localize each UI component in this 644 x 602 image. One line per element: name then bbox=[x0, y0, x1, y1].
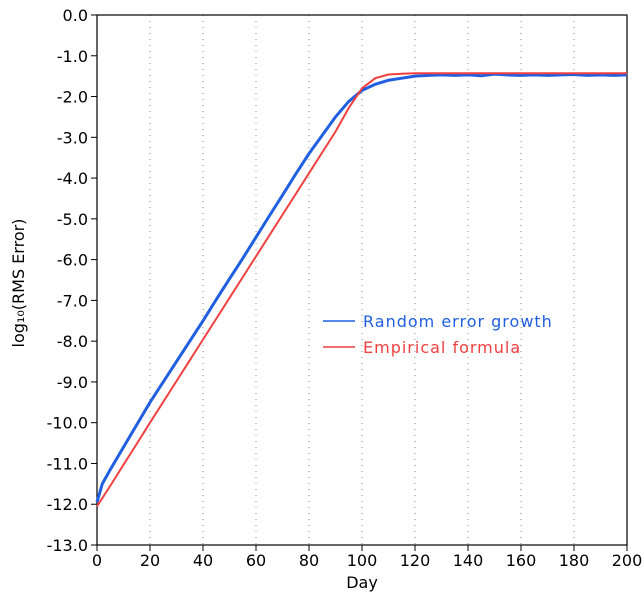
y-tick-label: -13.0 bbox=[47, 536, 88, 555]
x-tick-label: 180 bbox=[559, 551, 590, 570]
x-tick-label: 80 bbox=[299, 551, 319, 570]
x-tick-label: 40 bbox=[193, 551, 213, 570]
series-line bbox=[95, 72, 628, 503]
series-line bbox=[96, 72, 627, 507]
y-tick-label: -2.0 bbox=[57, 88, 88, 107]
x-tick-label: 0 bbox=[92, 551, 102, 570]
y-tick-label: 0.0 bbox=[63, 6, 88, 25]
y-tick-label: -11.0 bbox=[47, 454, 88, 473]
y-tick-label: -3.0 bbox=[57, 128, 88, 147]
plot-frame bbox=[96, 14, 628, 546]
y-tick-label: -9.0 bbox=[57, 373, 88, 392]
y-tick-label: -12.0 bbox=[47, 495, 88, 514]
x-tick-label: 120 bbox=[400, 551, 431, 570]
x-axis-label: Day bbox=[346, 573, 378, 592]
y-tick-label: -1.0 bbox=[57, 47, 88, 66]
y-tick-label: -4.0 bbox=[57, 169, 88, 188]
y-axis-label: log₁₀(RMS Error) bbox=[9, 219, 28, 348]
y-tick-label: -7.0 bbox=[57, 291, 88, 310]
legend-label: Random error growth bbox=[363, 312, 553, 331]
y-tick-label: -6.0 bbox=[57, 251, 88, 270]
x-tick-label: 160 bbox=[506, 551, 537, 570]
y-tick-label: -8.0 bbox=[57, 332, 88, 351]
y-tick-label: -10.0 bbox=[47, 414, 88, 433]
legend-label: Empirical formula bbox=[363, 338, 521, 357]
x-tick-label: 200 bbox=[612, 551, 643, 570]
y-tick-label: -5.0 bbox=[57, 210, 88, 229]
x-tick-label: 140 bbox=[453, 551, 484, 570]
x-tick-label: 100 bbox=[347, 551, 378, 570]
x-tick-label: 60 bbox=[246, 551, 266, 570]
x-tick-label: 20 bbox=[140, 551, 160, 570]
